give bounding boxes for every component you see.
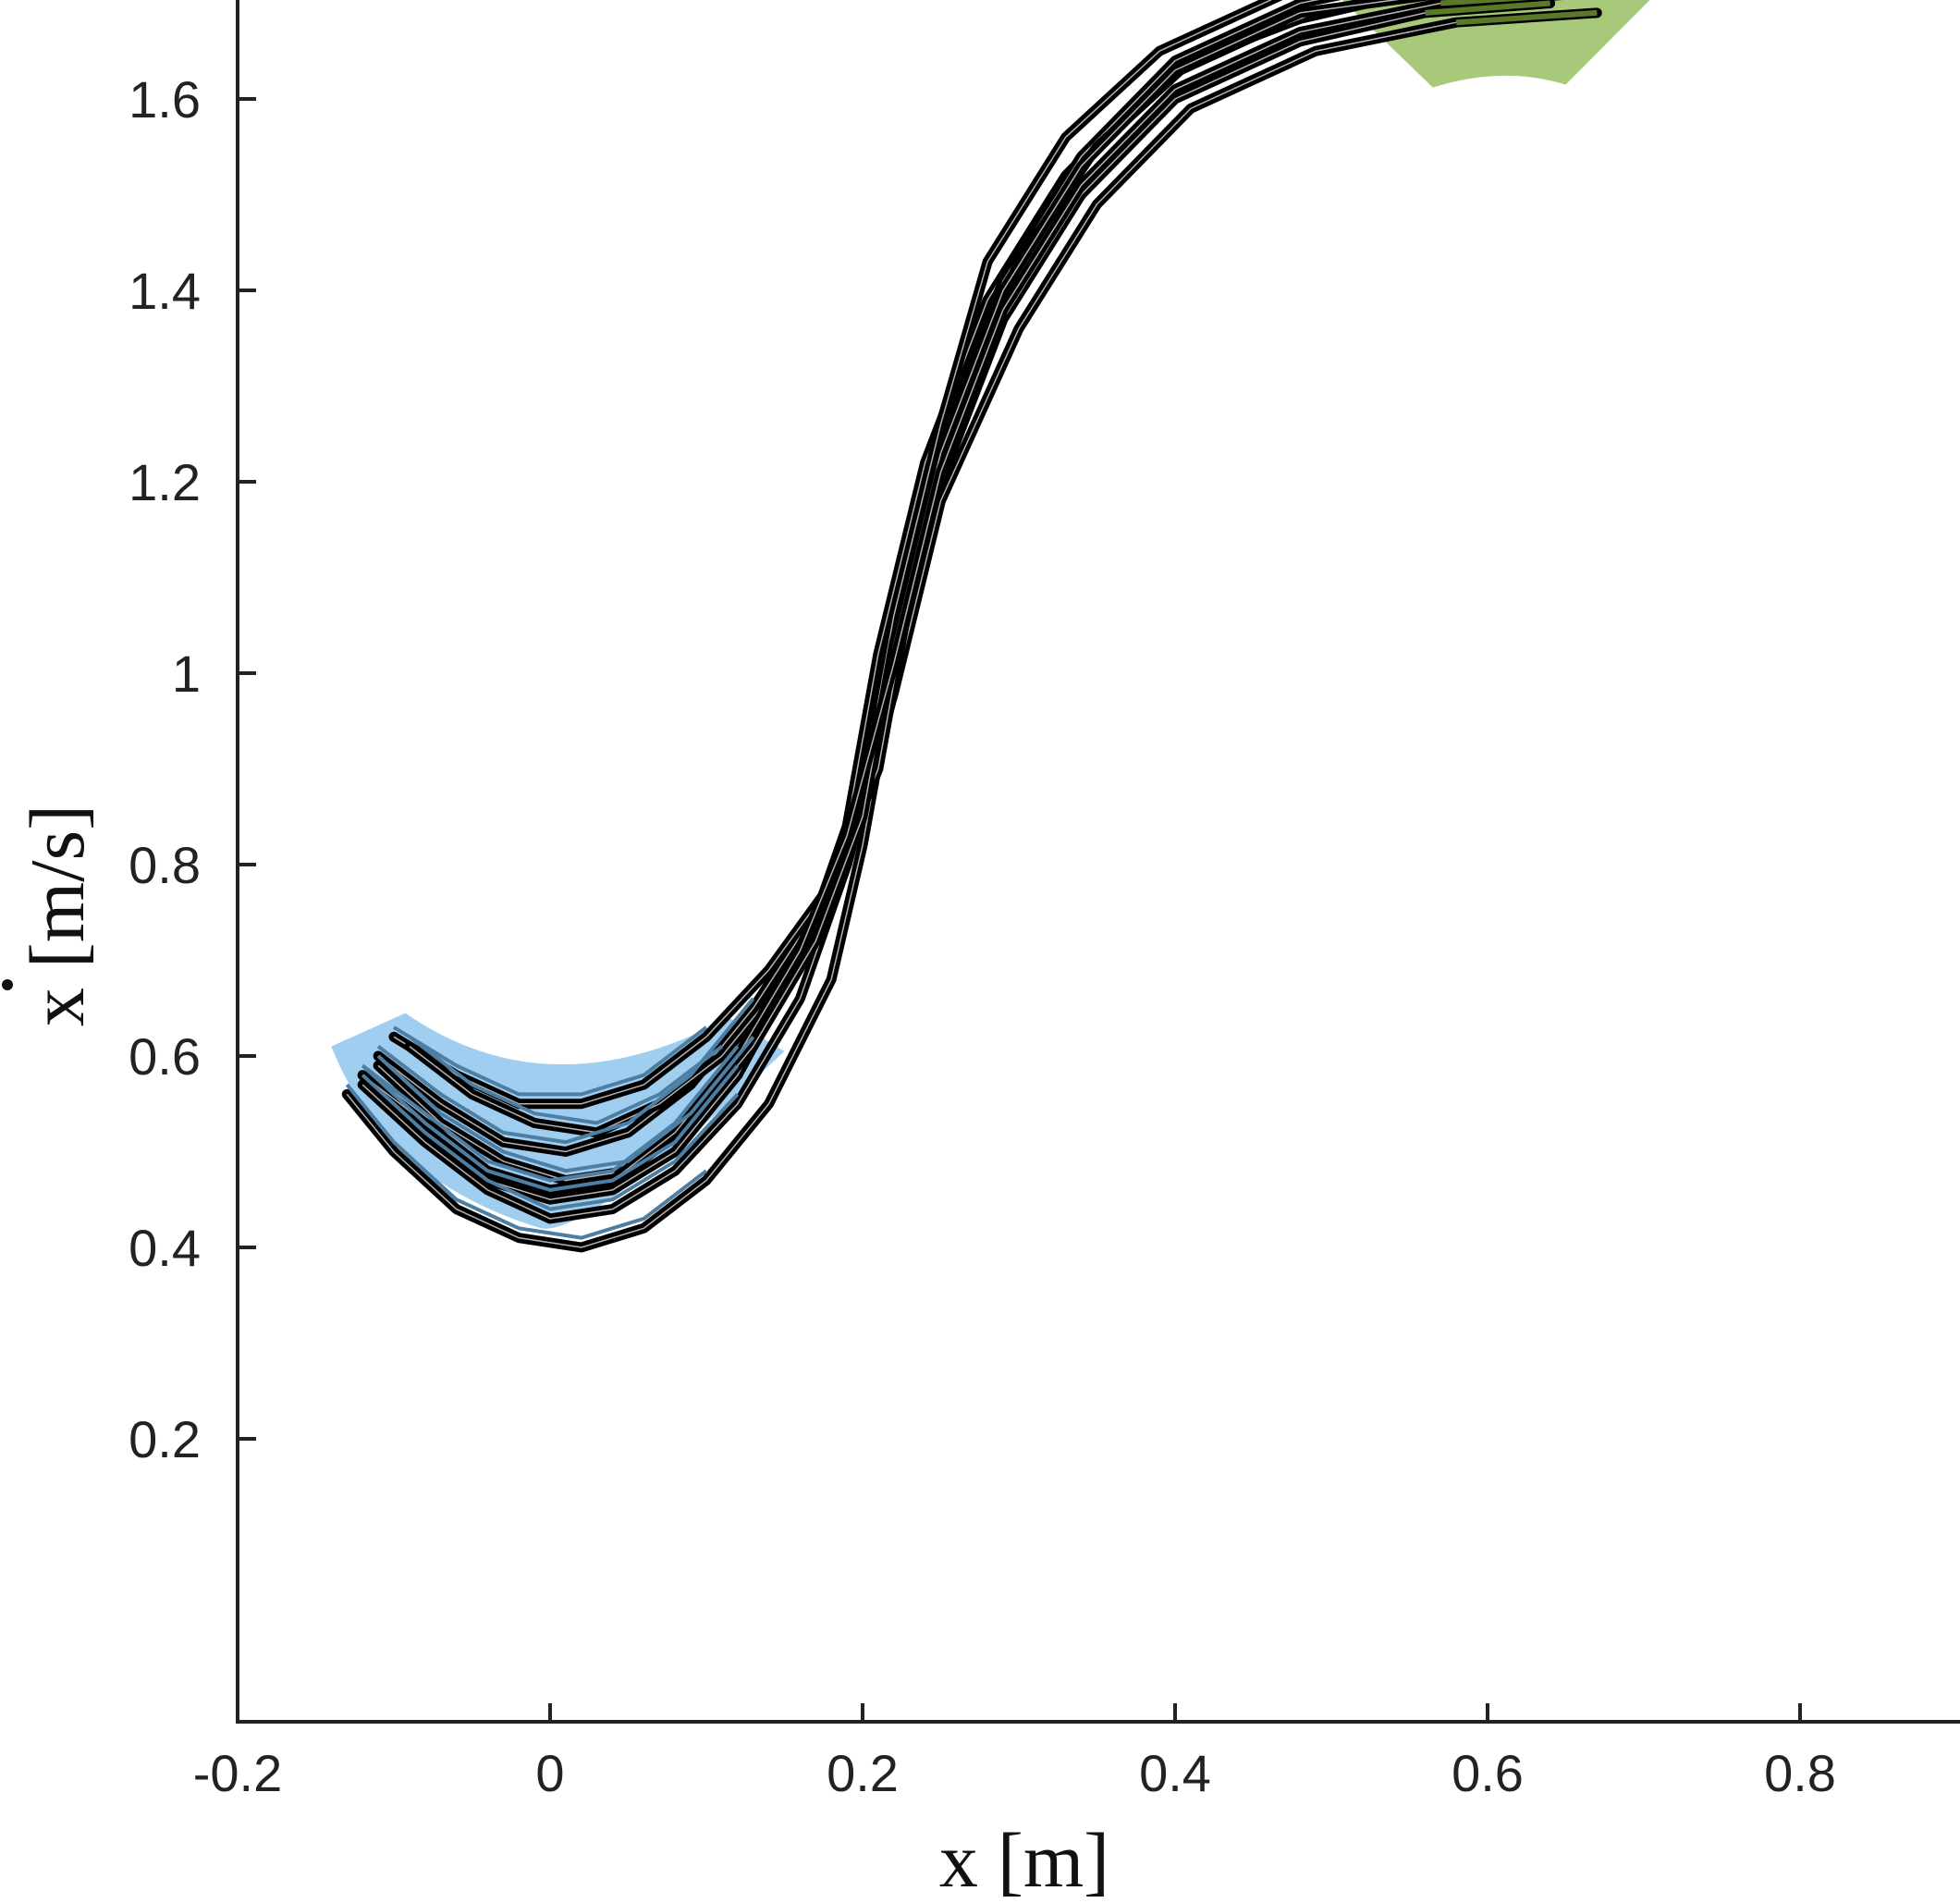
regions-layer (331, 0, 1650, 1229)
trajectory-line-5 (357, 7, 1602, 1224)
y-axis-title-dot (2, 979, 13, 990)
trajectories-layer (341, 0, 1602, 1253)
goal-segment-8 (1440, 0, 1529, 6)
start-segment-7 (376, 1036, 755, 1173)
start-segment-4 (392, 1025, 708, 1097)
x-tick-label: 0.8 (1764, 1744, 1836, 1802)
y-tick-label: 0.6 (129, 1027, 201, 1086)
trajectory-line-3 (373, 0, 1341, 1157)
x-tick-label: 0.6 (1452, 1744, 1524, 1802)
goal-segment-5 (1455, 9, 1598, 26)
trajectory-line-8 (357, 0, 1563, 1196)
start-segment-6 (408, 1035, 724, 1125)
trajectory-highlight-5 (361, 12, 1598, 1220)
trajectory-highlight-1 (346, 2, 1550, 1248)
start-segment-1 (345, 1083, 708, 1240)
x-ticks: -0.2 0 0.2 0.4 0.6 0.8 (193, 1703, 1836, 1802)
trajectory-highlight-4 (393, 0, 1273, 1105)
y-tick-label: 1.2 (129, 453, 201, 511)
y-axis-title: x [m/s] (15, 804, 101, 1026)
trajectory-line-4 (388, 0, 1283, 1110)
trajectory-highlight-7 (377, 0, 1400, 1182)
y-tick-label: 0.4 (129, 1219, 201, 1277)
goal-segment-1 (1425, 0, 1550, 16)
x-tick-label: -0.2 (193, 1744, 283, 1802)
x-tick-label: 0.2 (827, 1744, 899, 1802)
trajectory-highlight-3 (377, 0, 1320, 1153)
start-segment-8 (361, 1045, 740, 1183)
trajectory-line-6 (404, 0, 1404, 1138)
x-axis-title: x [m] (939, 1818, 1109, 1903)
trajectory-highlight-6 (409, 0, 1382, 1134)
y-tick-label: 1 (172, 645, 201, 703)
axes (236, 0, 1960, 1724)
start-segment-5 (361, 1074, 740, 1211)
trajectory-line-7 (373, 0, 1432, 1186)
trajectory-line-2 (357, 0, 1405, 1205)
trajectory-line-1 (341, 0, 1556, 1253)
goal-region (1341, 0, 1650, 88)
x-tick-label: 0 (535, 1744, 564, 1802)
y-tick-label: 0.2 (129, 1410, 201, 1468)
region-segments-layer (345, 0, 1598, 1240)
x-tick-label: 0.4 (1139, 1744, 1211, 1802)
trajectory-highlight-8 (361, 0, 1499, 1191)
y-ticks: 0.20.40.60.811.21.41.61.8 (129, 70, 256, 1468)
y-tick-label: 0.8 (129, 836, 201, 894)
y-tick-label: 1.4 (129, 262, 201, 320)
start-segment-2 (361, 1063, 740, 1192)
trajectory-highlight-2 (361, 0, 1386, 1201)
y-tick-label: 1.6 (129, 70, 201, 129)
start-segment-3 (376, 997, 755, 1145)
